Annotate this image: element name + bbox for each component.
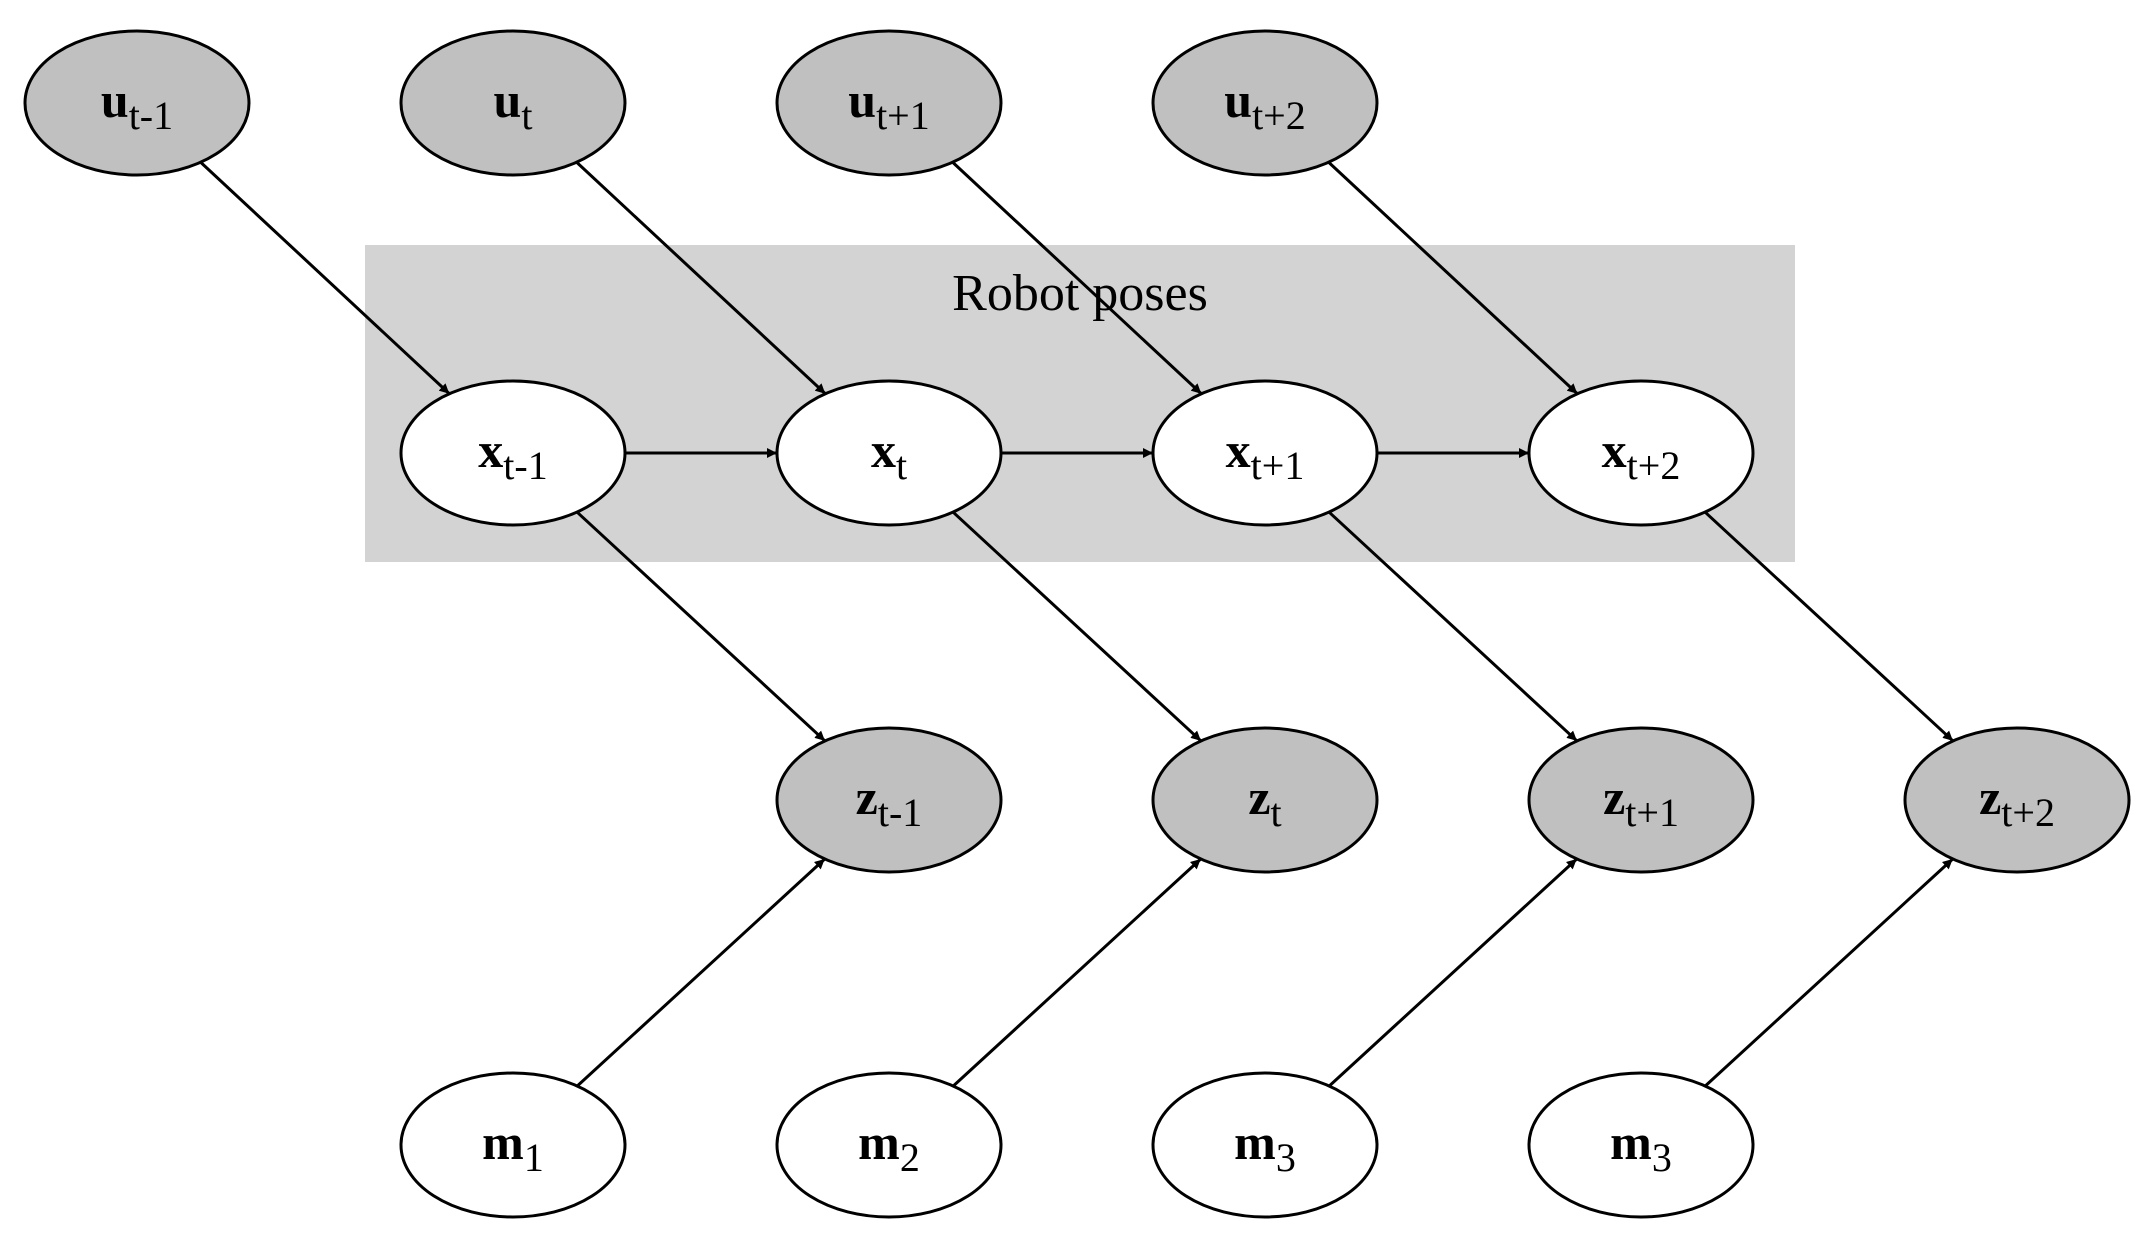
node-label-base: m	[1610, 1114, 1652, 1170]
edge-m-1-to-z-tm1	[576, 857, 826, 1088]
node-x-t: xt	[775, 379, 1003, 527]
edge-m-3b-to-z-tp2	[1704, 857, 1954, 1088]
node-u-tp1: ut+1	[775, 29, 1003, 177]
edge-u-t-to-x-t	[575, 161, 827, 395]
node-ellipse	[1527, 1071, 1755, 1219]
node-label-base: u	[494, 72, 522, 128]
node-x-tp1: xt+1	[1151, 379, 1379, 527]
node-label-base: u	[101, 72, 129, 128]
node-ellipse	[1903, 726, 2131, 874]
edges	[199, 161, 1955, 1088]
node-label-subscript: t	[521, 93, 532, 138]
node-ellipse	[1527, 726, 1755, 874]
node-ellipse	[775, 379, 1003, 527]
node-m-3b: m3	[1527, 1071, 1755, 1219]
node-label-subscript: t+2	[2001, 790, 2055, 835]
edge-u-tp2-to-x-tp2	[1327, 161, 1579, 395]
node-label: m3	[1610, 1114, 1672, 1180]
node-label-base: z	[1248, 769, 1270, 825]
node-x-tm1: xt-1	[399, 379, 627, 527]
node-label-base: z	[1603, 769, 1625, 825]
node-m-2: m2	[775, 1071, 1003, 1219]
node-m-3a: m3	[1151, 1071, 1379, 1219]
node-label: zt+1	[1603, 769, 1679, 835]
node-label-subscript: 2	[900, 1135, 920, 1180]
node-label: m3	[1234, 1114, 1296, 1180]
node-label-base: x	[1226, 422, 1251, 478]
node-label: xt+1	[1226, 422, 1305, 488]
node-m-1: m1	[399, 1071, 627, 1219]
node-ellipse	[399, 1071, 627, 1219]
node-label-subscript: t+1	[1625, 790, 1679, 835]
node-x-tp2: xt+2	[1527, 379, 1755, 527]
node-ellipse	[399, 379, 627, 527]
node-u-t: ut	[399, 29, 627, 177]
node-label: ut+2	[1224, 72, 1305, 138]
node-u-tm1: ut-1	[23, 29, 251, 177]
node-label-base: x	[871, 422, 896, 478]
node-label: xt	[871, 422, 907, 488]
node-label: ut+1	[848, 72, 929, 138]
node-label-subscript: t-1	[503, 443, 547, 488]
node-label-base: u	[848, 72, 876, 128]
node-label-subscript: t	[1271, 790, 1282, 835]
nodes: ut-1 ut ut+1 ut+2xt-1 xt xt+1 xt+2zt-1 zt zt+1 zt…	[23, 29, 2131, 1219]
node-label-base: m	[482, 1114, 524, 1170]
node-label-subscript: t+1	[1251, 443, 1305, 488]
cluster-robot-poses: Robot poses	[365, 245, 1795, 562]
node-ellipse	[1151, 29, 1379, 177]
node-z-t: zt	[1151, 726, 1379, 874]
cluster-label: Robot poses	[952, 265, 1208, 322]
edge-x-tm1-to-z-tm1	[575, 510, 827, 743]
node-label: zt	[1248, 769, 1281, 835]
node-label: zt+2	[1979, 769, 2055, 835]
node-label: xt-1	[478, 422, 547, 488]
node-u-tp2: ut+2	[1151, 29, 1379, 177]
node-ellipse	[23, 29, 251, 177]
node-ellipse	[399, 29, 627, 177]
node-label-base: m	[1234, 1114, 1276, 1170]
node-label-subscript: 1	[524, 1135, 544, 1180]
node-label: m2	[858, 1114, 920, 1180]
node-label-subscript: t+2	[1252, 93, 1306, 138]
node-ellipse	[1151, 726, 1379, 874]
node-z-tp1: zt+1	[1527, 726, 1755, 874]
edge-x-t-to-z-t	[951, 510, 1203, 743]
edge-x-tp1-to-z-tp1	[1327, 510, 1579, 743]
node-label-base: m	[858, 1114, 900, 1170]
node-label: ut-1	[101, 72, 173, 138]
edge-u-tp1-to-x-tp1	[951, 161, 1203, 395]
node-label-subscript: t-1	[878, 790, 922, 835]
edge-u-tm1-to-x-tm1	[199, 161, 451, 395]
node-label: zt-1	[856, 769, 923, 835]
node-z-tp2: zt+2	[1903, 726, 2131, 874]
node-label: m1	[482, 1114, 544, 1180]
node-label-subscript: t+1	[876, 93, 930, 138]
node-label-subscript: t+2	[1627, 443, 1681, 488]
node-label-subscript: t-1	[129, 93, 173, 138]
node-label-base: x	[1602, 422, 1627, 478]
node-ellipse	[1151, 379, 1379, 527]
node-z-tm1: zt-1	[775, 726, 1003, 874]
node-ellipse	[1151, 1071, 1379, 1219]
node-label: xt+2	[1602, 422, 1681, 488]
node-label-subscript: 3	[1652, 1135, 1672, 1180]
node-label-base: z	[856, 769, 878, 825]
edge-x-tp2-to-z-tp2	[1703, 510, 1955, 743]
node-ellipse	[775, 29, 1003, 177]
edge-m-2-to-z-t	[952, 857, 1202, 1088]
node-ellipse	[1527, 379, 1755, 527]
node-label: ut	[494, 72, 533, 138]
node-ellipse	[775, 1071, 1003, 1219]
node-label-base: z	[1979, 769, 2001, 825]
cluster-background	[365, 245, 1795, 562]
node-label-base: x	[478, 422, 503, 478]
edge-m-3a-to-z-tp1	[1328, 857, 1578, 1088]
node-label-subscript: t	[896, 443, 907, 488]
node-label-subscript: 3	[1276, 1135, 1296, 1180]
node-ellipse	[775, 726, 1003, 874]
node-label-base: u	[1224, 72, 1252, 128]
